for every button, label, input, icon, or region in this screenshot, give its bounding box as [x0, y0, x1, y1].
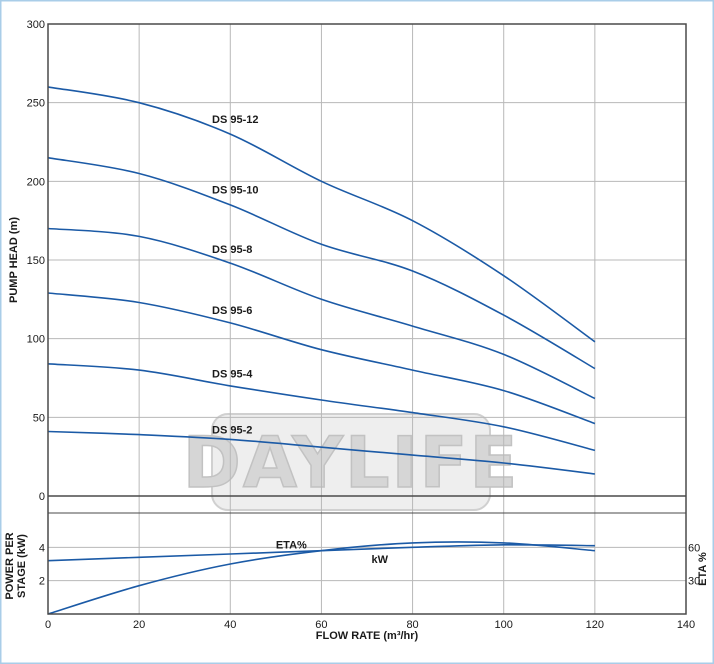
x-tick-label: 20: [133, 619, 145, 631]
eta-axis-title: ETA %: [697, 552, 709, 586]
y-tick-label: 250: [27, 98, 45, 110]
pump-curve-2: [47, 156, 596, 370]
eta-tick-label: 30: [688, 576, 700, 588]
x-tick-label: 100: [495, 619, 513, 631]
watermark-logo: DAYLIFE: [183, 422, 520, 504]
curve-label-4: DS 95-6: [212, 305, 252, 317]
curve-label-6: DS 95-2: [212, 424, 252, 436]
y-tick-label: 50: [33, 412, 45, 424]
x-tick-label: 60: [315, 619, 327, 631]
y-tick-label: 200: [27, 176, 45, 188]
x-axis-title: FLOW RATE (m³/hr): [316, 630, 419, 642]
power-tick-label: 4: [39, 542, 45, 554]
x-tick-label: 140: [677, 619, 695, 631]
y-tick-label: 100: [27, 334, 45, 346]
eta-tick-label: 60: [688, 542, 700, 554]
x-tick-label: 40: [224, 619, 236, 631]
axis-layer: 0 50 100 150 200 250 300 2 4 30 60 0 20 40 60 80 100 120 1…: [4, 19, 709, 642]
y-tick-label: 150: [27, 255, 45, 267]
series-layer: [47, 86, 596, 615]
x-tick-label: 0: [45, 619, 51, 631]
y-tick-label: 0: [39, 491, 45, 503]
power-axis-title: POWER PERSTAGE (kW): [4, 532, 28, 599]
kw-label: kW: [372, 554, 389, 566]
label-layer: DS 95-12 DS 95-10 DS 95-8 DS 95-6 DS 95-4 DS …: [212, 114, 389, 566]
grid-layer: [48, 24, 686, 614]
pump-curve-3: [47, 227, 596, 400]
pump-curve-4: [47, 292, 596, 425]
x-tick-label: 80: [406, 619, 418, 631]
curve-label-1: DS 95-12: [212, 114, 258, 126]
curve-label-3: DS 95-8: [212, 244, 252, 256]
power-axis-title-line2: STAGE (kW): [16, 534, 28, 598]
eta-curve: [47, 541, 595, 615]
curve-label-2: DS 95-10: [212, 185, 258, 197]
y-axis-title: PUMP HEAD (m): [8, 217, 20, 303]
pump-curve-1: [47, 86, 596, 343]
y-tick-label: 300: [27, 19, 45, 31]
watermark-layer: DAYLIFE: [182, 413, 520, 511]
power-tick-label: 2: [39, 576, 45, 588]
plot-frame: [47, 23, 687, 615]
x-tick-label: 120: [586, 619, 604, 631]
pump-curve-5: [47, 363, 596, 452]
eta-label: ETA%: [276, 540, 307, 552]
pump-curve-6: [47, 430, 595, 475]
power-axis-title-line1: POWER PER: [4, 532, 16, 599]
curve-label-5: DS 95-4: [212, 369, 253, 381]
